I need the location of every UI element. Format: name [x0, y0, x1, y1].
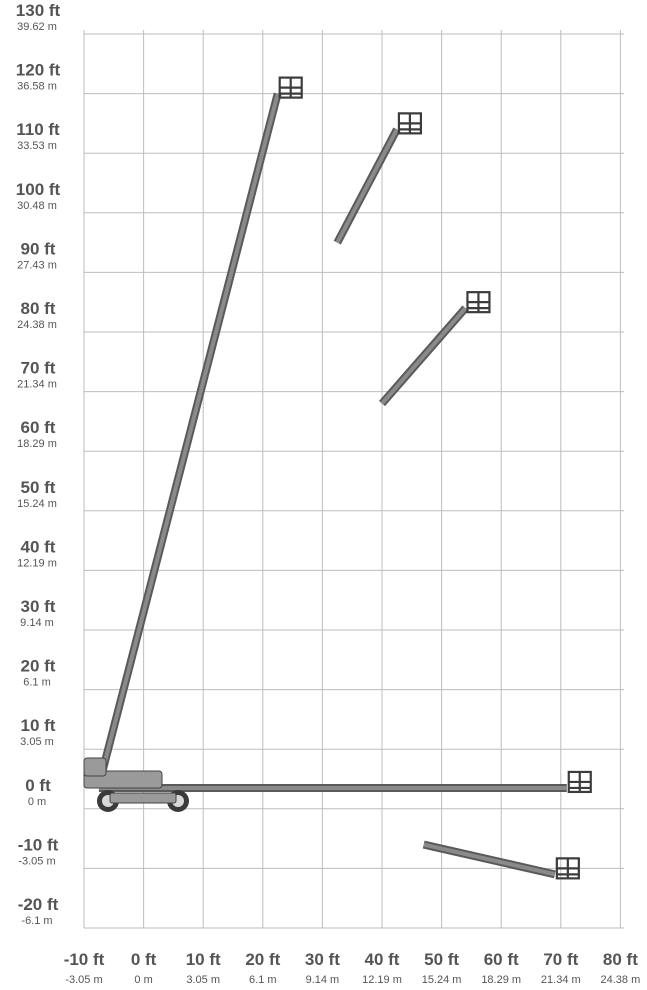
x-tick-label-ft: 30 ft — [305, 950, 340, 969]
x-tick-label-ft: 80 ft — [603, 950, 638, 969]
y-tick-label-m: 30.48 m — [17, 200, 57, 212]
machine-axle — [109, 792, 177, 804]
x-tick-label-ft: 60 ft — [484, 950, 519, 969]
y-tick-label-m: 0 m — [28, 796, 46, 808]
x-tick-label-ft: 40 ft — [365, 950, 400, 969]
x-tick-label-m: 0 m — [134, 974, 152, 986]
y-tick-label-m: 18.29 m — [17, 438, 57, 450]
y-tick-label-m: 24.38 m — [17, 319, 57, 331]
y-tick-label-ft: -20 ft — [18, 895, 59, 914]
x-tick-label-m: 15.24 m — [422, 974, 462, 986]
y-tick-label-ft: 60 ft — [21, 418, 56, 437]
y-tick-label-m: 33.53 m — [17, 140, 57, 152]
y-tick-label-m: 21.34 m — [17, 379, 57, 391]
y-tick-label-ft: 100 ft — [16, 180, 61, 199]
y-tick-label-ft: 70 ft — [21, 359, 56, 378]
x-axis-labels: -10 ft -3.05 m 0 ft 0 m 10 ft 3.05 m 20 ft 6.1 … — [64, 950, 641, 986]
y-tick-label-ft: 10 ft — [21, 716, 56, 735]
y-tick-label-m: 27.43 m — [17, 259, 57, 271]
y-tick-label-m: -6.1 m — [21, 915, 52, 927]
y-tick-label-m: 15.24 m — [17, 498, 57, 510]
basket-rails — [568, 771, 591, 792]
y-tick-label-m: 3.05 m — [20, 736, 54, 748]
boom-positions — [95, 76, 592, 880]
y-tick-label-ft: 50 ft — [21, 478, 56, 497]
y-tick-label-ft: 120 ft — [16, 61, 61, 80]
boom-highlight-mid-position-upper — [335, 128, 399, 244]
y-tick-label-ft: 0 ft — [25, 776, 51, 795]
x-tick-label-ft: 0 ft — [131, 950, 157, 969]
basket-rails — [279, 77, 302, 98]
x-tick-label-ft: 50 ft — [424, 950, 459, 969]
x-tick-label-ft: -10 ft — [64, 950, 105, 969]
boom-highlight-full-extension-vertical — [96, 93, 280, 786]
y-tick-label-m: -3.05 m — [18, 855, 55, 867]
basket-icon — [466, 291, 491, 314]
boom-highlight-mid-position-middle — [380, 306, 467, 405]
basket-rails — [398, 113, 421, 134]
basket-icon — [278, 76, 303, 99]
boom-highlight-below-grade — [423, 842, 556, 877]
x-tick-label-ft: 10 ft — [186, 950, 221, 969]
grid — [83, 30, 624, 929]
y-tick-label-ft: 80 ft — [21, 299, 56, 318]
y-tick-label-m: 9.14 m — [20, 617, 54, 629]
y-tick-label-ft: 130 ft — [16, 1, 61, 20]
x-tick-label-m: 9.14 m — [306, 974, 340, 986]
x-tick-label-m: 21.34 m — [541, 974, 581, 986]
x-tick-label-ft: 20 ft — [245, 950, 280, 969]
basket-icon — [567, 770, 592, 794]
basket-rails — [556, 858, 579, 879]
y-tick-label-ft: 40 ft — [21, 537, 56, 556]
y-tick-label-m: 39.62 m — [17, 21, 57, 33]
basket-icon — [397, 112, 422, 135]
x-tick-label-ft: 70 ft — [543, 950, 578, 969]
y-tick-label-m: 36.58 m — [17, 81, 57, 93]
x-tick-label-m: 3.05 m — [186, 974, 220, 986]
y-tick-label-ft: 110 ft — [16, 120, 60, 139]
x-tick-label-m: 6.1 m — [249, 974, 277, 986]
y-tick-label-ft: -10 ft — [18, 835, 59, 854]
basket-rails — [467, 292, 490, 313]
x-tick-label-m: 12.19 m — [362, 974, 402, 986]
y-tick-label-ft: 30 ft — [21, 597, 56, 616]
machine-counterweight — [83, 757, 107, 777]
lift-machine — [83, 757, 189, 812]
y-tick-label-ft: 20 ft — [21, 657, 56, 676]
x-tick-label-m: 18.29 m — [481, 974, 521, 986]
x-tick-label-m: 24.38 m — [601, 974, 641, 986]
x-tick-label-m: -3.05 m — [65, 974, 102, 986]
y-tick-label-m: 6.1 m — [23, 677, 51, 689]
y-tick-label-ft: 90 ft — [21, 239, 56, 258]
basket-icon — [555, 857, 580, 880]
y-tick-label-m: 12.19 m — [17, 557, 57, 569]
